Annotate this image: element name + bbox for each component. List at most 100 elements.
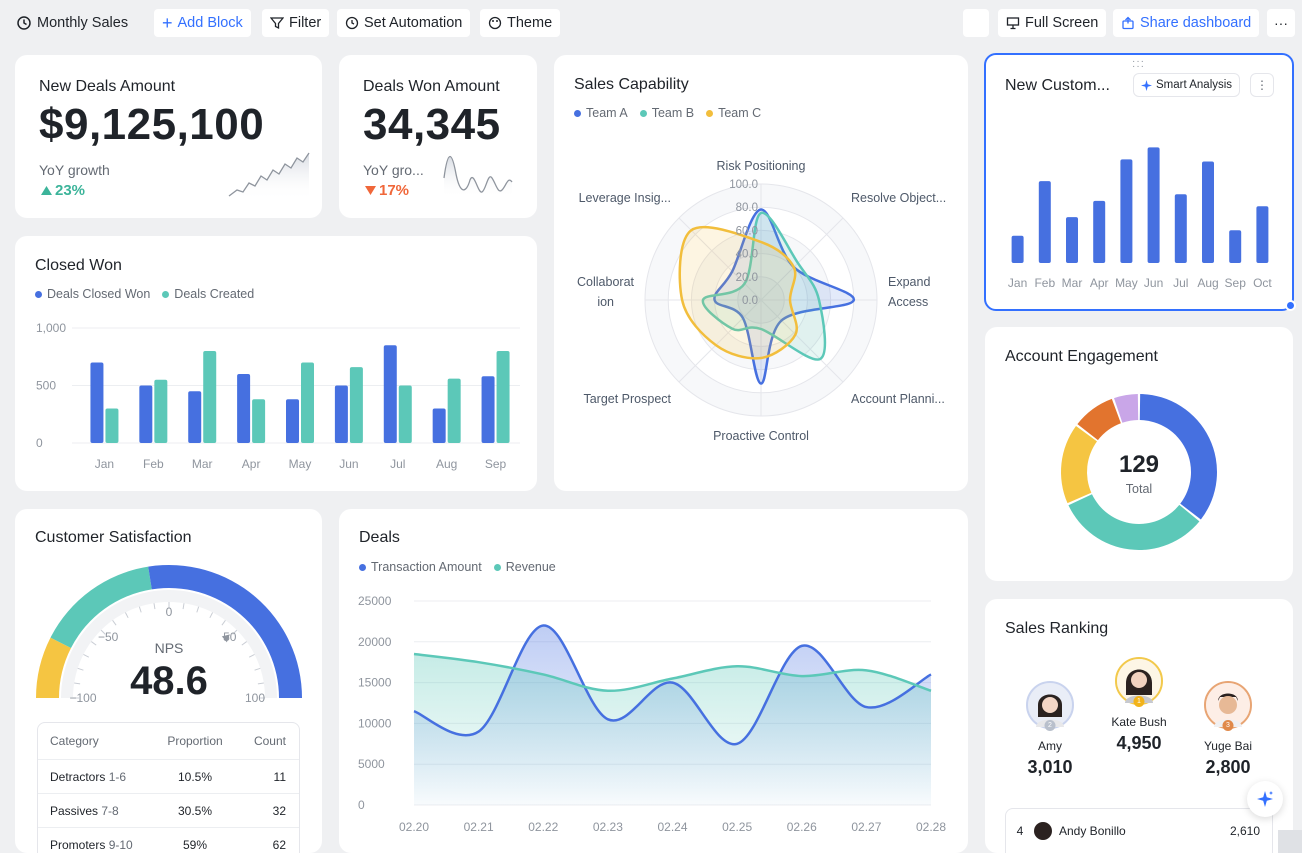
legend-deals-created[interactable]: Deals Created bbox=[162, 287, 254, 301]
deals-won-yoy: 17% bbox=[365, 182, 409, 199]
rank-3-person[interactable]: 3 Yuge Bai 2,800 bbox=[1183, 681, 1273, 778]
customer-satisfaction-card[interactable]: Customer Satisfaction −100 −50 0 50 100 NPS … bbox=[15, 509, 322, 853]
legend-team-a[interactable]: Team A bbox=[574, 106, 628, 120]
radar-spoke bbox=[760, 217, 844, 301]
cell-proportion: 10.5% bbox=[177, 769, 213, 784]
theme-button[interactable]: Theme bbox=[480, 9, 561, 37]
ai-assistant-button[interactable] bbox=[1247, 781, 1283, 817]
rank-name: Kate Bush bbox=[1111, 715, 1167, 729]
legend-label: Team C bbox=[718, 106, 762, 120]
arrow-down-icon bbox=[365, 186, 376, 195]
set-automation-button[interactable]: Set Automation bbox=[337, 9, 471, 37]
add-block-button[interactable]: + Add Block bbox=[154, 9, 251, 37]
dashboard-title[interactable]: Monthly Sales bbox=[8, 9, 136, 37]
cell-category: Passives 7-8 bbox=[38, 804, 150, 818]
theme-label: Theme bbox=[507, 15, 553, 31]
bar bbox=[139, 385, 153, 443]
avatar: 3 bbox=[1204, 681, 1252, 731]
x-tick-label: Oct bbox=[1253, 276, 1272, 290]
sales-ranking-card[interactable]: Sales Ranking 2 Amy 3,010 1 Kate Bush 4,… bbox=[985, 599, 1293, 853]
table-row[interactable]: Detractors 1-6 10.5% 11 bbox=[38, 759, 299, 793]
scrollbar-corner[interactable] bbox=[1278, 830, 1302, 853]
radar-spoke bbox=[678, 299, 762, 383]
gauge-tick bbox=[248, 653, 255, 658]
legend-label: Deals Closed Won bbox=[47, 287, 151, 301]
x-tick-label: Feb bbox=[143, 457, 164, 471]
radar-axis-label: Proactive Control bbox=[713, 429, 809, 443]
sales-capability-card[interactable]: Sales Capability Team A Team B Team C 10… bbox=[554, 55, 968, 491]
radar-ring-label: 40.0 bbox=[736, 249, 758, 261]
rank-name: Yuge Bai bbox=[1203, 739, 1253, 753]
legend-deals-closed-won[interactable]: Deals Closed Won bbox=[35, 287, 150, 301]
y-tick-label: 10000 bbox=[358, 716, 392, 730]
legend-revenue[interactable]: Revenue bbox=[493, 560, 556, 574]
table-row[interactable]: Passives 7-8 30.5% 32 bbox=[38, 793, 299, 827]
category-name: Passives bbox=[50, 803, 99, 818]
deals-won-value: 34,345 bbox=[363, 100, 501, 149]
ranking-list-item[interactable]: 4 Andy Bonillo 2,610 bbox=[1005, 808, 1273, 853]
sparkle-icon bbox=[1141, 79, 1152, 91]
drag-handle-icon[interactable]: ··· ··· bbox=[1132, 56, 1145, 72]
nps-value: 48.6 bbox=[130, 659, 208, 703]
gauge-tick bbox=[153, 603, 156, 610]
legend-label: Revenue bbox=[505, 560, 556, 574]
rank-2-person[interactable]: 2 Amy 3,010 bbox=[1005, 681, 1095, 778]
more-button[interactable]: ··· bbox=[1267, 9, 1295, 37]
gauge-tick bbox=[254, 667, 261, 671]
radar-ring-label: 80.0 bbox=[736, 202, 758, 214]
gauge-tick bbox=[112, 620, 117, 626]
bar bbox=[496, 351, 510, 443]
deals-title: Deals bbox=[359, 529, 400, 546]
filter-button[interactable]: Filter bbox=[262, 9, 330, 37]
table-row[interactable]: Promoters 9-10 59% 62 bbox=[38, 827, 299, 853]
gauge-tick bbox=[221, 620, 226, 626]
new-deals-sparkline bbox=[228, 152, 310, 200]
bar bbox=[349, 367, 363, 443]
header-category: Category bbox=[50, 734, 99, 748]
rank-1-person[interactable]: 1 Kate Bush 4,950 bbox=[1094, 657, 1184, 754]
card-menu-button[interactable]: ⋮ bbox=[1250, 73, 1274, 97]
radar-axis-label: Target Prospect bbox=[583, 392, 671, 406]
legend-transaction-amount[interactable]: Transaction Amount bbox=[359, 560, 482, 574]
dashboard-title-text: Monthly Sales bbox=[37, 15, 129, 31]
share-dashboard-label: Share dashboard bbox=[1140, 15, 1252, 31]
resize-handle[interactable] bbox=[1285, 300, 1296, 311]
y-tick-label: 25000 bbox=[358, 594, 392, 608]
full-screen-button[interactable]: Full Screen bbox=[998, 9, 1107, 37]
legend-team-b[interactable]: Team B bbox=[639, 106, 694, 120]
new-customers-card[interactable]: ··· ··· New Custom... Smart Analysis ⋮ Ja… bbox=[984, 53, 1294, 311]
gauge-tick bbox=[83, 653, 90, 658]
engagement-total-label: Total bbox=[1125, 482, 1153, 496]
legend-label: Team A bbox=[586, 106, 628, 120]
gauge-segment-promoters bbox=[148, 565, 302, 698]
new-deals-label: New Deals Amount bbox=[39, 78, 176, 95]
y-tick-label: 5000 bbox=[358, 757, 385, 771]
closed-won-card[interactable]: Closed Won Deals Closed Won Deals Create… bbox=[15, 236, 537, 491]
bar bbox=[188, 391, 202, 443]
cell-count: 11 bbox=[273, 769, 286, 784]
share-dashboard-button[interactable]: Share dashboard bbox=[1113, 9, 1260, 37]
sales-ranking-title: Sales Ranking bbox=[1005, 620, 1109, 637]
rank-value: 4,950 bbox=[1116, 733, 1162, 753]
x-tick-label: Jan bbox=[95, 457, 114, 471]
category-name: Promoters bbox=[50, 837, 106, 852]
x-tick-label: 02.25 bbox=[722, 820, 752, 834]
x-tick-label: Feb bbox=[1034, 276, 1055, 290]
blank-toolbar-button[interactable] bbox=[963, 9, 989, 37]
new-deals-card[interactable]: New Deals Amount $9,125,100 YoY growth 2… bbox=[15, 55, 322, 218]
x-tick-label: Sep bbox=[1225, 276, 1247, 290]
gauge-pointer-icon bbox=[221, 634, 230, 643]
account-engagement-card[interactable]: Account Engagement 129 Total bbox=[985, 327, 1293, 581]
legend-team-c[interactable]: Team C bbox=[706, 106, 761, 120]
deals-card[interactable]: Deals Transaction Amount Revenue 25000 20… bbox=[339, 509, 968, 853]
deals-chart: 25000 20000 15000 10000 5000 0 02.20 02.21 02.22… bbox=[358, 594, 946, 834]
nps-table-header: Category Proportion Count bbox=[38, 723, 299, 759]
automation-icon bbox=[345, 16, 359, 30]
radar-ring-label: 100.0 bbox=[729, 179, 758, 191]
bar bbox=[1229, 230, 1242, 263]
sparkle-icon bbox=[1257, 791, 1273, 807]
smart-analysis-button[interactable]: Smart Analysis bbox=[1133, 73, 1241, 97]
bar bbox=[90, 362, 104, 443]
y-tick-label: 0 bbox=[36, 436, 43, 450]
deals-won-card[interactable]: Deals Won Amount 34,345 YoY gro... 17% bbox=[339, 55, 537, 218]
